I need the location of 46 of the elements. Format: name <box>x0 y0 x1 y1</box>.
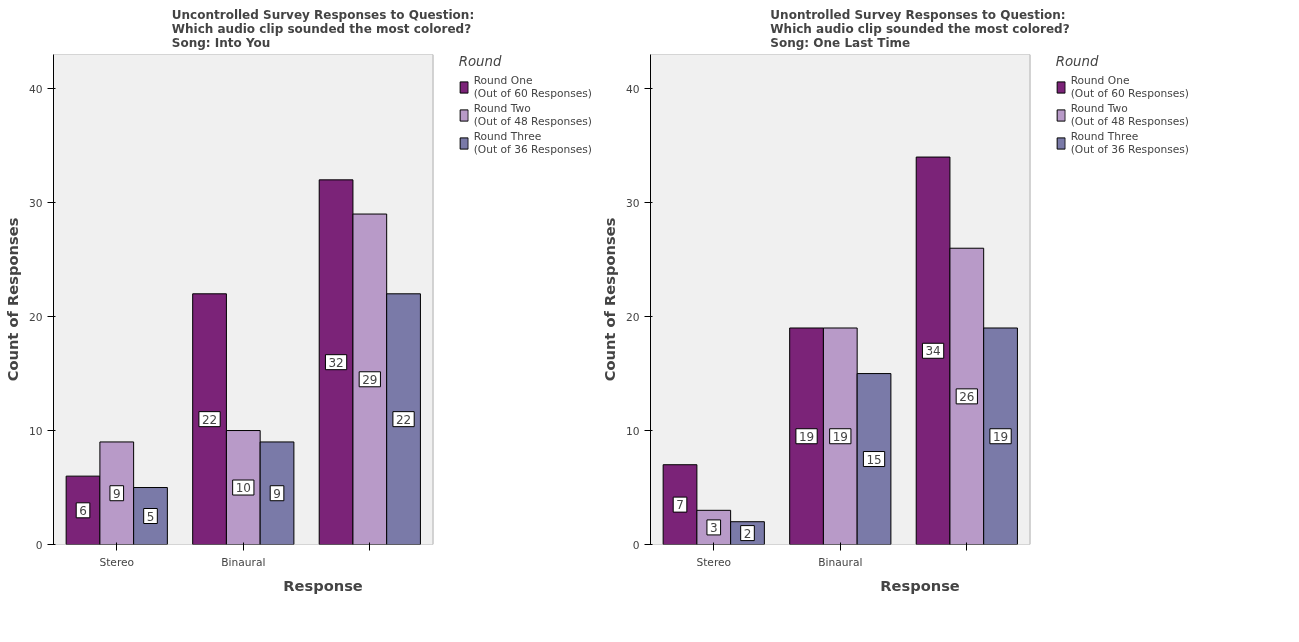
data-label: 19 <box>832 429 848 444</box>
data-label: 19 <box>798 429 815 444</box>
y-tick-label: 10 <box>625 424 640 438</box>
x-tick-label: Binaural <box>818 555 863 569</box>
y-tick-label: 0 <box>35 538 43 552</box>
x-tick-label: Stereo <box>99 555 135 569</box>
y-tick-label: 30 <box>625 196 640 210</box>
x-tick-label: Stereo <box>696 555 732 569</box>
y-tick-label: 20 <box>28 310 43 324</box>
data-label: 22 <box>395 412 412 427</box>
x-axis-title: Response <box>880 576 960 594</box>
y-tick-label: 40 <box>625 82 640 96</box>
data-label: 29 <box>362 372 378 387</box>
legend-title: Round <box>458 54 503 69</box>
data-label: 10 <box>235 481 251 496</box>
data-label: 5 <box>146 509 155 524</box>
y-tick-label: 30 <box>28 196 43 210</box>
data-label: 26 <box>959 389 975 404</box>
x-tick-label: Binaural <box>221 555 266 569</box>
legend-title: Round <box>1055 54 1100 69</box>
x-axis-title: Response <box>283 576 363 594</box>
data-label: 34 <box>925 344 941 359</box>
y-tick-label: 10 <box>28 424 43 438</box>
data-label: 19 <box>992 429 1009 444</box>
chart-title: Unontrolled Survey Responses to Question: Which audio clip sounded the most colored? Song: One Last Time <box>770 7 1070 50</box>
data-label: 9 <box>273 486 281 501</box>
y-tick-label: 0 <box>632 538 640 552</box>
data-label: 6 <box>79 503 87 518</box>
y-axis-title: Count of Responses <box>3 217 21 382</box>
y-tick-label: 20 <box>625 310 640 324</box>
y-axis-title: Count of Responses <box>600 217 618 382</box>
legend-label: Round Three (Out of 36 Responses) <box>473 130 592 156</box>
legend-label: Round Three (Out of 36 Responses) <box>1070 130 1189 156</box>
y-tick-label: 40 <box>28 82 43 96</box>
data-label: 2 <box>743 526 752 541</box>
data-label: 15 <box>866 452 882 467</box>
data-label: 9 <box>112 486 121 501</box>
legend-label: Round One (Out of 60 Responses) <box>473 74 592 100</box>
legend-label: Round Two (Out of 48 Responses) <box>1070 102 1189 128</box>
legend-label: Round One (Out of 60 Responses) <box>1070 74 1189 100</box>
legend-label: Round Two (Out of 48 Responses) <box>473 102 592 128</box>
data-label: 22 <box>201 412 218 427</box>
data-label: 32 <box>328 355 344 370</box>
chart-title: Uncontrolled Survey Responses to Question: Which audio clip sounded the most colored? Song: Into You <box>171 7 475 50</box>
data-label: 7 <box>676 498 684 513</box>
data-label: 3 <box>709 520 718 535</box>
